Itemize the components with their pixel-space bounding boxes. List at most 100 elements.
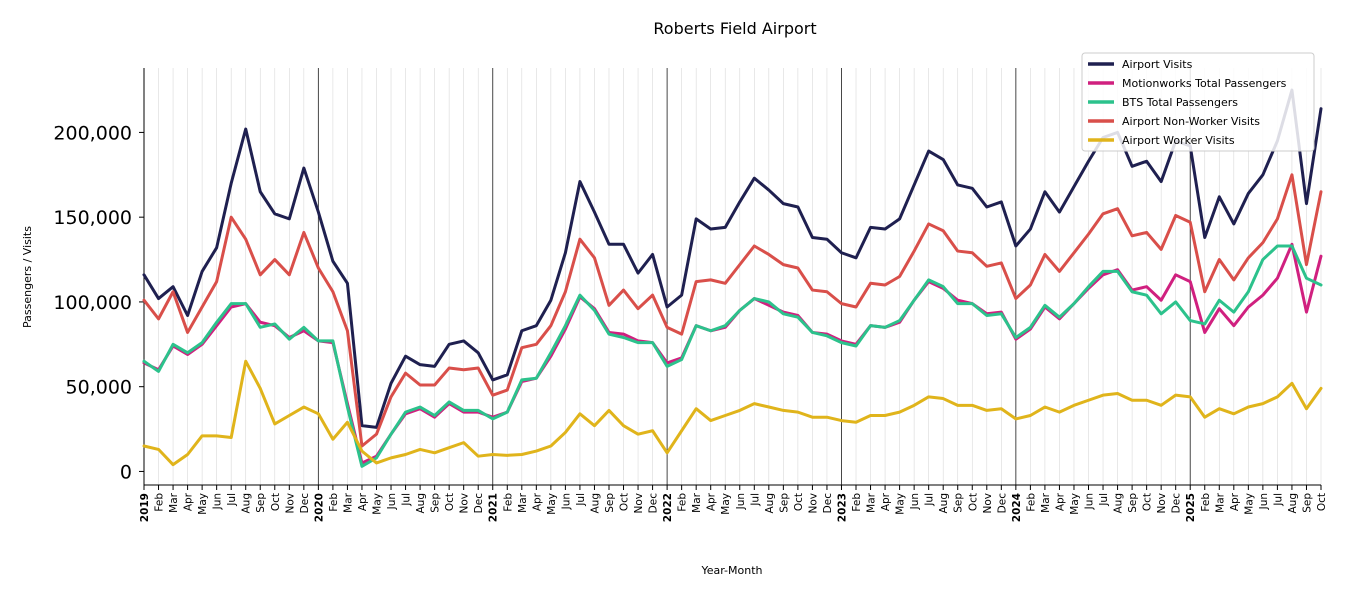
legend-label: Airport Visits <box>1122 58 1193 71</box>
x-tick-label: Aug <box>589 493 601 514</box>
x-tick-label: Nov <box>1156 493 1168 514</box>
legend-label: Motionworks Total Passengers <box>1122 77 1287 90</box>
x-tick-label: Apr <box>706 492 718 511</box>
x-tick-label: Aug <box>415 493 427 514</box>
x-tick-label: Jun <box>212 493 224 510</box>
x-tick-label: 2020 <box>313 493 325 522</box>
x-tick-label: 2022 <box>662 493 674 522</box>
series-line-5 <box>142 359 1323 467</box>
grid-layer <box>143 68 1322 485</box>
x-tick-label: Sep <box>1127 493 1139 513</box>
x-tick-label: Mar <box>1040 492 1052 512</box>
x-tick-label: Apr <box>1229 492 1241 511</box>
x-tick-label: Mar <box>866 492 878 512</box>
x-tick-label: May <box>895 493 907 515</box>
x-tick-label: Dec <box>473 493 485 514</box>
x-tick-label: Oct <box>1316 493 1328 511</box>
x-tick-label: Jul <box>226 493 238 507</box>
x-tick-label: Feb <box>328 493 340 512</box>
x-tick-label: Feb <box>1025 493 1037 512</box>
y-tick-label: 150,000 <box>53 207 132 229</box>
x-tick-label: Jul <box>749 493 761 507</box>
x-tick-label: Oct <box>793 493 805 511</box>
x-tick-label: Feb <box>502 493 514 512</box>
x-tick-label: Jun <box>1258 493 1270 510</box>
legend-label: BTS Total Passengers <box>1122 96 1238 109</box>
x-tick-label: Sep <box>778 493 790 513</box>
x-tick-label: Aug <box>938 493 950 514</box>
x-tick-label: Dec <box>996 493 1008 514</box>
x-tick-label: Jul <box>401 493 413 507</box>
x-tick-label: Sep <box>604 493 616 513</box>
x-tick-label: Dec <box>822 493 834 514</box>
x-tick-label: Nov <box>633 493 645 514</box>
chart-title: Roberts Field Airport <box>653 19 816 38</box>
x-tick-label: May <box>1243 493 1255 515</box>
x-tick-label: May <box>371 493 383 515</box>
x-tick-label: Sep <box>255 493 267 513</box>
x-tick-label: Mar <box>1214 492 1226 512</box>
y-tick-label: 50,000 <box>66 377 132 399</box>
x-tick-label: May <box>197 493 209 515</box>
x-tick-label: Apr <box>357 492 369 511</box>
x-tick-label: 2019 <box>139 493 151 522</box>
x-tick-label: Aug <box>1287 493 1299 514</box>
series-line-3 <box>142 244 1323 468</box>
legend-label: Airport Non-Worker Visits <box>1122 115 1260 128</box>
x-tick-label: Nov <box>982 493 994 514</box>
legend: Airport Visits Motionworks Total Passenge… <box>1081 52 1315 152</box>
x-tick-label: Sep <box>953 493 965 513</box>
series-line-4 <box>142 173 1323 448</box>
x-tick-label: Jun <box>909 493 921 510</box>
x-tick-label: Nov <box>459 493 471 514</box>
x-tick-label: Feb <box>154 493 166 512</box>
x-tick-label: Mar <box>691 492 703 512</box>
x-tick-label: Dec <box>648 493 660 514</box>
x-tick-label: Dec <box>299 493 311 514</box>
x-tick-label: Jun <box>1084 493 1096 510</box>
x-tick-label: 2025 <box>1185 493 1197 522</box>
x-tick-label: Apr <box>1054 492 1066 511</box>
series-layer <box>142 88 1323 468</box>
x-tick-label: Aug <box>764 493 776 514</box>
x-tick-label: Feb <box>851 493 863 512</box>
legend-label: Airport Worker Visits <box>1122 134 1235 147</box>
x-tick-label: Feb <box>677 493 689 512</box>
x-tick-label: May <box>546 493 558 515</box>
x-tick-label: Jun <box>386 493 398 510</box>
x-tick-label: Apr <box>880 492 892 511</box>
x-tick-label: Apr <box>183 492 195 511</box>
y-tick-label: 100,000 <box>53 292 132 314</box>
x-tick-label: Jul <box>924 493 936 507</box>
x-tick-label: Jun <box>560 493 572 510</box>
x-tick-label: Oct <box>444 493 456 511</box>
x-tick-label: Aug <box>241 493 253 514</box>
series-line-2 <box>142 242 1323 465</box>
y-tick-label: 0 <box>120 461 132 483</box>
y-axis-label: Passengers / Visits <box>21 226 34 328</box>
x-tick-label: Oct <box>619 493 631 511</box>
x-tick-label: Jun <box>735 493 747 510</box>
x-tick-label: Sep <box>1301 493 1313 513</box>
y-tick-label: 200,000 <box>53 122 132 144</box>
x-tick-label: 2021 <box>488 493 500 522</box>
x-tick-label: May <box>720 493 732 515</box>
x-tick-label: Mar <box>168 492 180 512</box>
x-tick-label: Apr <box>531 492 543 511</box>
x-tick-label: Oct <box>967 493 979 511</box>
x-tick-label: Aug <box>1113 493 1125 514</box>
legend-box <box>1081 52 1315 152</box>
x-tick-label: Mar <box>342 492 354 512</box>
x-axis-label: Year-Month <box>700 564 762 577</box>
x-tick-label: Jul <box>575 493 587 507</box>
x-tick-label: Dec <box>1171 493 1183 514</box>
x-tick-label: Nov <box>807 493 819 514</box>
x-tick-label: Oct <box>1142 493 1154 511</box>
x-tick-label: Oct <box>270 493 282 511</box>
x-tick-label: Feb <box>1200 493 1212 512</box>
x-tick-label: Mar <box>517 492 529 512</box>
x-tick-label: May <box>1069 493 1081 515</box>
x-tick-label: Jul <box>1272 493 1284 507</box>
x-tick-label: Jul <box>1098 493 1110 507</box>
